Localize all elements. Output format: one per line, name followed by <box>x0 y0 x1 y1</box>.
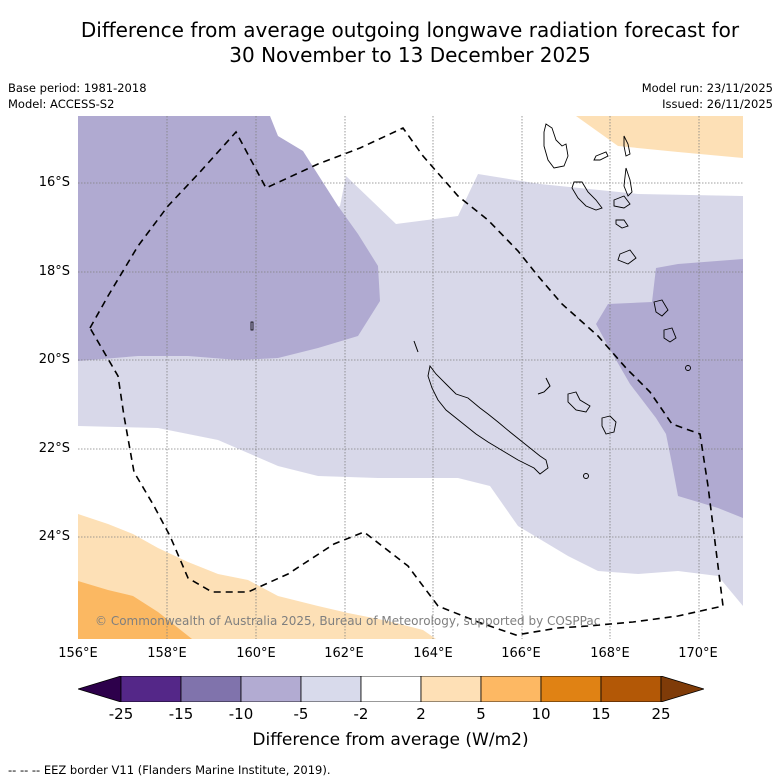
map-svg <box>78 116 743 639</box>
lat-label-22s: 22°S <box>38 441 70 456</box>
region-neg-10-5-west <box>78 116 380 361</box>
meta-left: Base period: 1981-2018 Model: ACCESS-S2 <box>8 80 147 112</box>
colorbar-bin <box>420 676 482 702</box>
island-aneityum <box>685 365 691 371</box>
island-pentecost <box>623 167 633 197</box>
lat-label-20s: 20°S <box>38 352 70 367</box>
island-new-caledonia <box>427 364 549 475</box>
island-ambrym <box>613 195 631 209</box>
colorbar-tick-label: 15 <box>591 705 611 723</box>
lon-label-162e: 162°E <box>324 646 364 661</box>
colorbar-tick-label: -25 <box>108 705 134 723</box>
colorbar-tick-label: 25 <box>651 705 671 723</box>
island-maewo <box>593 151 609 161</box>
island-tanna <box>663 327 677 343</box>
island-belep <box>413 340 419 353</box>
eez-footnote: -- -- -- EEZ border V11 (Flanders Marine… <box>8 763 331 777</box>
colorbar-tick-label: -10 <box>228 705 254 723</box>
title-line-2: 30 November to 13 December 2025 <box>229 43 591 67</box>
meta-right: Model run: 23/11/2025 Issued: 26/11/2025 <box>642 80 773 112</box>
island-chesterfield <box>250 321 254 331</box>
chart-title: Difference from average outgoing longwav… <box>0 18 781 68</box>
region-warm-southwest <box>78 514 436 639</box>
colorbar-bin <box>240 676 302 702</box>
island-lifou <box>567 391 591 413</box>
gridlines <box>78 116 743 639</box>
base-period: Base period: 1981-2018 <box>8 81 147 95</box>
lat-label-24s: 24°S <box>38 529 70 544</box>
lon-label-170e: 170°E <box>678 646 718 661</box>
colorbar-extend-high <box>660 676 704 702</box>
lon-label-158e: 158°E <box>147 646 187 661</box>
island-walpole <box>583 473 589 479</box>
colorbar-tick-label: 2 <box>416 705 426 723</box>
island-epi <box>615 219 629 229</box>
colorbar-bin <box>120 676 182 702</box>
region-warm-northeast <box>576 116 743 158</box>
island-ambae <box>623 135 631 157</box>
colorbar-label: Difference from average (W/m2) <box>252 730 529 750</box>
model-run: Model run: 23/11/2025 <box>641 81 773 95</box>
lon-label-160e: 160°E <box>236 646 276 661</box>
colorbar-extend-low <box>78 676 122 702</box>
lon-label-164e: 164°E <box>413 646 453 661</box>
lat-label-18s: 18°S <box>38 264 70 279</box>
colorbar-tick-label: 5 <box>476 705 486 723</box>
colorbar-bin <box>480 676 542 702</box>
colorbar-tick-label: 10 <box>531 705 551 723</box>
eez-border <box>89 126 724 636</box>
colorbar <box>78 676 704 702</box>
region-warmer-southwest <box>78 581 192 639</box>
island-efate <box>617 249 637 265</box>
map-panel <box>78 116 743 639</box>
region-neg-10-5-east <box>596 259 743 518</box>
lon-label-166e: 166°E <box>501 646 541 661</box>
island-espiritu-santo <box>543 123 569 169</box>
issued-date: Issued: 26/11/2025 <box>662 97 773 111</box>
colorbar-bin <box>300 676 362 702</box>
island-ouvea <box>537 377 551 395</box>
island-mare <box>601 415 617 435</box>
colorbar-bin <box>180 676 242 702</box>
model-name: Model: ACCESS-S2 <box>8 97 115 111</box>
colorbar-tick-label: -5 <box>293 705 309 723</box>
colorbar-bin <box>360 676 422 702</box>
colorbar-bin <box>600 676 662 702</box>
colorbar-tick-label: -2 <box>353 705 369 723</box>
colorbar-bin <box>540 676 602 702</box>
colorbar-tick-label: -15 <box>168 705 194 723</box>
lat-label-16s: 16°S <box>38 175 70 190</box>
title-line-1: Difference from average outgoing longwav… <box>80 18 740 42</box>
island-malekula <box>571 181 603 211</box>
lon-label-168e: 168°E <box>590 646 630 661</box>
copyright-notice: © Commonwealth of Australia 2025, Bureau… <box>95 614 601 628</box>
island-erromango <box>653 299 669 317</box>
lon-label-156e: 156°E <box>58 646 98 661</box>
